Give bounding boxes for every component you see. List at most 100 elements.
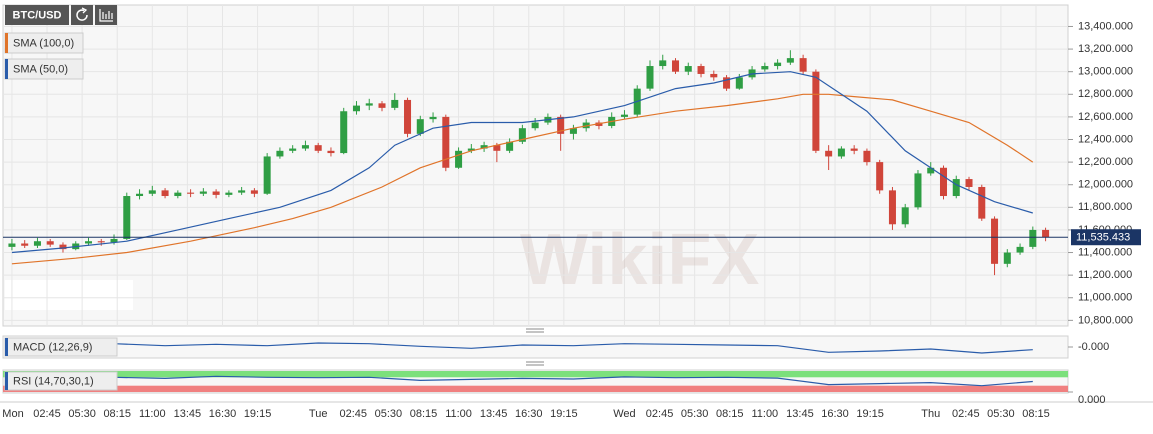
candle-body xyxy=(927,167,935,174)
candle-body xyxy=(506,141,514,151)
candle-body xyxy=(365,103,373,106)
legend-label: SMA (50,0) xyxy=(13,63,68,75)
candle-body xyxy=(33,241,41,246)
x-tick-label: 11:00 xyxy=(751,408,778,420)
candle-body xyxy=(352,105,360,112)
indicator-swatch xyxy=(5,338,8,356)
candle-body xyxy=(21,243,29,246)
candle-body xyxy=(289,148,297,151)
candle-body xyxy=(876,162,884,191)
y-tick-label: 0.000 xyxy=(1078,394,1106,406)
x-tick-label: 02:45 xyxy=(646,408,674,420)
x-tick-label: 08:15 xyxy=(1022,408,1050,420)
y-tick-label: 12,600.000 xyxy=(1078,111,1133,123)
candle-body xyxy=(1042,229,1050,238)
y-tick-label: 10,800.000 xyxy=(1078,314,1133,326)
candle-body xyxy=(97,241,105,243)
candle-body xyxy=(710,73,718,78)
x-tick-label: 05:30 xyxy=(68,408,96,420)
x-tick-label: 11:00 xyxy=(445,408,472,420)
candle-body xyxy=(174,192,182,197)
candle-body xyxy=(965,179,973,187)
candle-body xyxy=(263,156,271,194)
x-tick-label: 02:45 xyxy=(952,408,980,420)
candle-body xyxy=(672,60,680,72)
candle-body xyxy=(110,238,118,243)
candle-body xyxy=(850,148,858,151)
candle-body xyxy=(1003,252,1011,264)
candle-body xyxy=(939,167,948,197)
x-tick-label: 08:15 xyxy=(103,408,131,420)
candle-body xyxy=(8,243,16,247)
x-tick-label: 08:15 xyxy=(410,408,438,420)
candle-body xyxy=(825,150,833,157)
y-tick-label: 12,200.000 xyxy=(1078,156,1133,168)
candle-body xyxy=(429,116,437,120)
panel-handle[interactable] xyxy=(526,328,544,333)
bars-button[interactable] xyxy=(95,5,117,25)
candle-body xyxy=(620,114,628,117)
candle-body xyxy=(774,62,782,67)
last-price-box xyxy=(1071,229,1141,246)
y-tick-label: 11,000.000 xyxy=(1078,292,1132,304)
symbol: BTC/USD xyxy=(13,9,62,21)
candle-body xyxy=(723,77,731,89)
legend-label: SMA (100,0) xyxy=(13,37,74,49)
candle-body xyxy=(250,190,258,194)
candle-body xyxy=(863,150,871,163)
y-tick-label: 13,200.000 xyxy=(1078,43,1133,55)
candle-body xyxy=(199,191,207,194)
legend-swatch xyxy=(5,59,8,79)
x-tick-label: 11:00 xyxy=(139,408,166,420)
candle-body xyxy=(404,99,412,134)
y-tick-label: 13,400.000 xyxy=(1078,20,1133,32)
refresh-button[interactable] xyxy=(71,5,93,25)
plot-layer: Mon 02:45 05:30 08:15 11:00 13:45 16:30 19:15 Tu… xyxy=(2,5,1141,420)
candle-body xyxy=(1016,246,1024,253)
x-tick-label: 16:30 xyxy=(821,408,849,420)
candle-body xyxy=(659,60,667,67)
last-price-label: 11,535.433 xyxy=(1076,232,1130,244)
legend-swatch xyxy=(5,33,8,53)
watermark: WikiFX xyxy=(520,220,759,300)
indicator-label: MACD (12,26,9) xyxy=(13,341,92,353)
candle-body xyxy=(646,66,654,89)
candle-body xyxy=(391,99,399,108)
x-tick-label: Thu xyxy=(921,408,940,420)
candle-body xyxy=(212,191,220,195)
panel-handle[interactable] xyxy=(526,361,544,366)
y-tick-label: 12,400.000 xyxy=(1078,133,1133,145)
symbol-button[interactable] xyxy=(5,5,69,25)
candle-body xyxy=(136,193,144,197)
y-tick-label: 11,400.000 xyxy=(1078,246,1132,258)
candle-body xyxy=(123,196,131,239)
candle-body xyxy=(238,190,246,193)
x-tick-label: 16:30 xyxy=(515,408,543,420)
candle-body xyxy=(786,58,794,63)
candle-body xyxy=(812,71,820,151)
x-tick-label: 19:15 xyxy=(244,408,272,420)
indicator-line xyxy=(11,375,1033,387)
indicator-label: RSI (14,70,30,1) xyxy=(13,375,94,387)
candle-body xyxy=(888,190,896,225)
x-tick-label: 13:45 xyxy=(480,408,508,420)
indicator-swatch xyxy=(5,372,8,390)
x-tick-label: 13:45 xyxy=(786,408,814,420)
y-tick-label: 11,200.000 xyxy=(1078,269,1132,281)
candle-body xyxy=(161,190,169,197)
indicator-line xyxy=(11,342,1033,354)
candle-body xyxy=(340,111,348,154)
candle-body xyxy=(148,190,156,194)
candle-body xyxy=(327,150,335,154)
x-tick-label: 19:15 xyxy=(550,408,578,420)
candle-body xyxy=(46,241,54,245)
x-tick-label: 05:30 xyxy=(987,408,1015,420)
y-tick-label: 12,800.000 xyxy=(1078,88,1133,100)
candle-body xyxy=(735,77,743,89)
candle-body xyxy=(518,128,526,142)
x-tick-label: Tue xyxy=(309,408,328,420)
x-tick-label: 08:15 xyxy=(716,408,744,420)
candle-body xyxy=(187,192,195,194)
candle-body xyxy=(225,192,233,195)
